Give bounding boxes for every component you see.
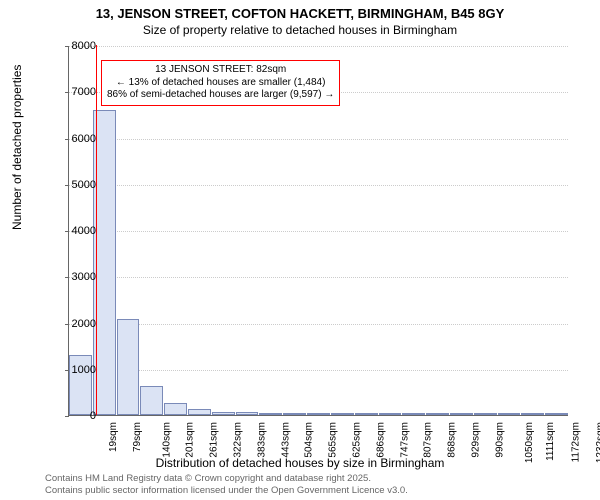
x-tick-label: 79sqm xyxy=(132,422,143,452)
y-tick-label: 6000 xyxy=(56,133,96,145)
x-axis-label: Distribution of detached houses by size … xyxy=(0,456,600,470)
x-tick-label: 443sqm xyxy=(280,422,291,458)
histogram-bar xyxy=(164,403,187,415)
chart-container: 13, JENSON STREET, COFTON HACKETT, BIRMI… xyxy=(0,0,600,500)
x-tick-label: 565sqm xyxy=(328,422,339,458)
y-axis-label: Number of detached properties xyxy=(10,65,24,230)
y-tick-label: 8000 xyxy=(56,40,96,52)
histogram-bar xyxy=(355,413,378,415)
x-tick-label: 807sqm xyxy=(423,422,434,458)
x-tick-label: 261sqm xyxy=(209,422,220,458)
x-tick-label: 686sqm xyxy=(375,422,386,458)
histogram-bar xyxy=(117,319,140,415)
credits-line1: Contains HM Land Registry data © Crown c… xyxy=(45,473,408,484)
credits-line2: Contains public sector information licen… xyxy=(45,485,408,496)
x-tick-label: 19sqm xyxy=(108,422,119,452)
x-tick-label: 625sqm xyxy=(352,422,363,458)
histogram-bar xyxy=(426,413,449,415)
x-tick-label: 383sqm xyxy=(256,422,267,458)
histogram-bar xyxy=(140,386,163,415)
y-tick-label: 0 xyxy=(56,410,96,422)
x-tick-label: 868sqm xyxy=(447,422,458,458)
grid-line xyxy=(69,324,568,325)
grid-line xyxy=(69,139,568,140)
histogram-bar xyxy=(545,413,568,415)
grid-line xyxy=(69,46,568,47)
x-tick-label: 1172sqm xyxy=(571,422,582,462)
property-marker-line xyxy=(96,45,97,415)
grid-line xyxy=(69,370,568,371)
histogram-bar xyxy=(259,413,282,415)
x-tick-label: 140sqm xyxy=(161,422,172,458)
annotation-line1: 13 JENSON STREET: 82sqm xyxy=(107,64,334,77)
grid-line xyxy=(69,185,568,186)
annotation-box: 13 JENSON STREET: 82sqm ← 13% of detache… xyxy=(101,60,340,106)
histogram-bar xyxy=(283,413,306,415)
credits: Contains HM Land Registry data © Crown c… xyxy=(45,473,408,496)
x-tick-label: 1232sqm xyxy=(595,422,600,463)
plot-area: 13 JENSON STREET: 82sqm ← 13% of detache… xyxy=(68,46,568,416)
histogram-bar xyxy=(212,412,235,415)
x-tick-label: 1111sqm xyxy=(545,422,556,461)
annotation-line2: ← 13% of detached houses are smaller (1,… xyxy=(107,77,334,90)
y-tick-label: 1000 xyxy=(56,364,96,376)
y-tick-label: 5000 xyxy=(56,179,96,191)
x-tick-label: 1050sqm xyxy=(524,422,535,463)
histogram-bar xyxy=(521,413,544,415)
histogram-bar xyxy=(450,413,473,415)
histogram-bar xyxy=(402,413,425,415)
chart-title-main: 13, JENSON STREET, COFTON HACKETT, BIRMI… xyxy=(0,0,600,21)
histogram-bar xyxy=(236,412,259,415)
histogram-bar xyxy=(188,409,211,415)
x-tick-label: 929sqm xyxy=(471,422,482,458)
histogram-bar xyxy=(474,413,497,415)
y-tick-label: 3000 xyxy=(56,271,96,283)
chart-title-sub: Size of property relative to detached ho… xyxy=(0,21,600,37)
histogram-bar xyxy=(498,413,521,415)
y-tick-label: 2000 xyxy=(56,318,96,330)
histogram-bar xyxy=(379,413,402,415)
x-tick-label: 201sqm xyxy=(185,422,196,458)
x-tick-label: 747sqm xyxy=(399,422,410,458)
annotation-line3: 86% of semi-detached houses are larger (… xyxy=(107,89,334,102)
grid-line xyxy=(69,277,568,278)
histogram-bar xyxy=(307,413,330,415)
x-tick-label: 322sqm xyxy=(233,422,244,458)
x-tick-label: 990sqm xyxy=(494,422,505,458)
histogram-bar xyxy=(331,413,354,415)
x-tick-label: 504sqm xyxy=(304,422,315,458)
grid-line xyxy=(69,231,568,232)
y-tick-label: 7000 xyxy=(56,86,96,98)
y-tick-label: 4000 xyxy=(56,225,96,237)
